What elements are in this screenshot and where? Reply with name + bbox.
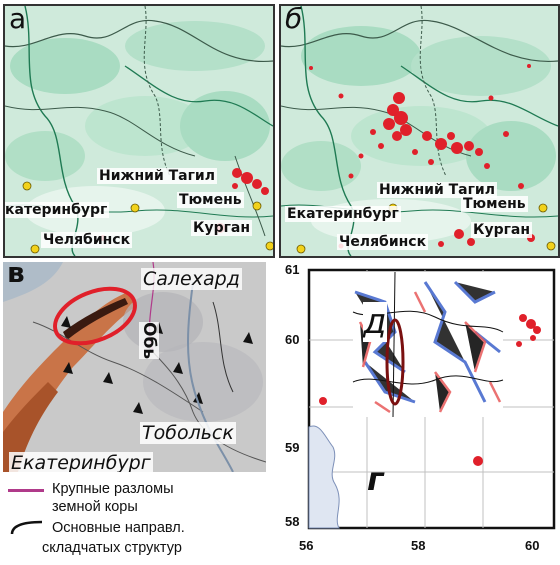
geology-panel-v: в Салехард Обь Тобольск Екатеринбург	[3, 262, 266, 472]
legend-text-faults-2: земной коры	[52, 499, 138, 515]
city-label-nizhny-tagil: Нижний Тагил	[97, 168, 217, 184]
y-tick-61: 61	[285, 262, 300, 277]
x-tick-56: 56	[299, 538, 314, 553]
highlight-ellipse	[53, 286, 137, 346]
legend-swatch-folds	[10, 520, 43, 535]
y-tick-58: 58	[285, 514, 300, 529]
city-label-kurgan-b: Курган	[471, 222, 533, 238]
legend-text-folds-2: складчатых структур	[42, 540, 182, 556]
map-panel-a-terrain	[5, 6, 273, 256]
settlement-points-b	[309, 64, 535, 249]
panel-letter-a: а	[9, 4, 27, 35]
city-label-tyumen-b: Тюмень	[461, 196, 528, 212]
inset-letter-d: д	[363, 302, 387, 342]
city-label-chelyabinsk: Челябинск	[41, 232, 133, 248]
map-panel-b: б Нижний Тагил Тюмень Екатеринбург Челяб…	[279, 4, 560, 258]
label-tobolsk: Тобольск	[140, 422, 236, 444]
label-salekhard: Салехард	[141, 268, 242, 290]
legend-swatch-faults	[8, 489, 44, 492]
settlement-points-g	[319, 314, 541, 466]
city-label-ekaterinburg: катеринбург	[5, 202, 110, 218]
y-tick-59: 59	[285, 440, 300, 455]
y-tick-60: 60	[285, 332, 300, 347]
city-label-chelyabinsk-b: Челябинск	[337, 234, 429, 250]
coordinate-grid-map	[307, 268, 556, 530]
x-tick-58: 58	[411, 538, 426, 553]
x-tick-60: 60	[525, 538, 540, 553]
map-panel-a: а Нижний Тагил Тюмень катеринбург Челяби…	[3, 4, 275, 258]
city-label-tyumen: Тюмень	[177, 192, 244, 208]
legend-text-faults-1: Крупные разломы	[52, 481, 174, 497]
label-ekaterinburg-v: Екатеринбург	[9, 452, 153, 472]
panel-letter-b: б	[285, 4, 303, 35]
map-panel-b-terrain	[281, 6, 558, 256]
city-label-kurgan: Курган	[191, 220, 253, 236]
label-ob-river: Обь	[139, 322, 159, 360]
map-panel-g: д г 61 60 59 58 56 58 60	[275, 262, 558, 562]
panel-letter-g: г	[367, 460, 384, 498]
city-label-nizhny-tagil-b: Нижний Тагил	[377, 182, 497, 198]
panel-letter-v: в	[7, 262, 25, 289]
legend-text-folds-1: Основные направл.	[52, 520, 185, 536]
inset-map-d	[352, 271, 504, 418]
city-label-ekaterinburg-b: Екатеринбург	[285, 206, 401, 222]
